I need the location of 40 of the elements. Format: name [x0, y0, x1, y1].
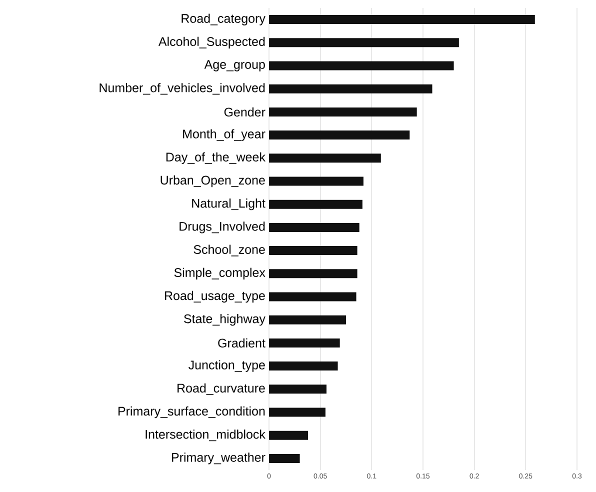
bar: [269, 154, 381, 163]
y-tick-label: Age_group: [204, 60, 265, 72]
bar: [269, 222, 360, 232]
bar: [269, 176, 364, 186]
bar: [269, 315, 346, 324]
bar: [269, 130, 410, 140]
bar: [269, 38, 459, 48]
bar: [269, 292, 356, 302]
bar: [269, 338, 340, 348]
bar: [269, 200, 362, 209]
y-tick-label: Road_usage_type: [165, 290, 265, 303]
y-tick-label: School_zone: [194, 244, 265, 256]
y-tick-label: Gender: [224, 107, 266, 117]
bar: [269, 107, 417, 116]
y-tick-label: Month_of_year: [183, 129, 266, 141]
y-tick-label: Day_of_the_week: [166, 152, 266, 164]
y-tick-label: Road_category: [182, 14, 266, 26]
y-tick-label: Number_of_vehicles_involved: [100, 83, 265, 95]
y-tick-label: Gradient: [218, 338, 266, 348]
bar: [269, 61, 454, 70]
y-tick-label: Natural_Light: [192, 198, 266, 210]
bar: [269, 384, 326, 394]
bar: [269, 269, 358, 278]
bar: [269, 408, 326, 417]
y-tick-label: Urban_Open_zone: [160, 175, 265, 188]
bar: [269, 246, 358, 256]
y-tick-label: State_highway: [184, 314, 266, 326]
y-tick-label: Simple_complex: [174, 268, 266, 280]
bar: [269, 454, 300, 463]
bar: [269, 430, 308, 440]
y-tick-label: Primary_surface_condition: [118, 406, 265, 418]
bar: [269, 15, 535, 24]
y-tick-label: Intersection_midblock: [146, 430, 266, 442]
bar: [269, 84, 432, 94]
y-tick-label: Primary_weather: [172, 452, 266, 464]
y-tick-label: Drugs_Involved: [180, 222, 265, 234]
y-tick-label: Road_curvature: [178, 383, 265, 395]
y-tick-label: Junction_type: [188, 360, 265, 372]
y-tick-label: Alcohol_Suspected: [158, 36, 265, 48]
bar: [269, 362, 338, 371]
